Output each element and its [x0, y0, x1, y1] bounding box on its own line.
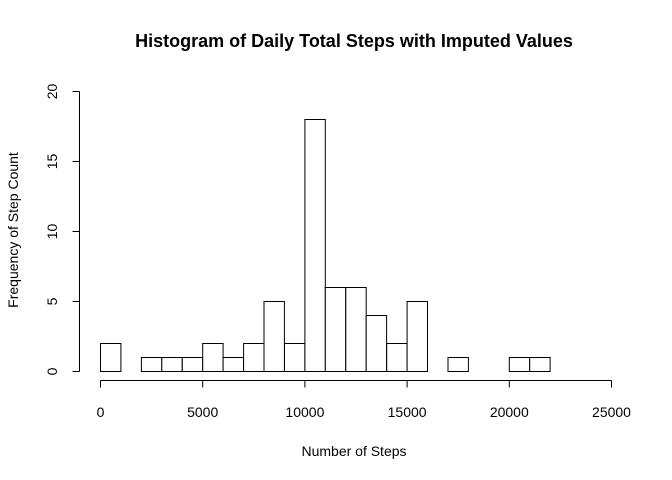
y-axis-label: Frequency of Step Count [5, 152, 21, 308]
histogram-bar [140, 357, 163, 372]
x-tick-label: 10000 [285, 404, 324, 420]
y-tick-label: 0 [44, 367, 60, 375]
x-tick-label: 25000 [592, 404, 631, 420]
histogram-bar [508, 357, 531, 372]
histogram-bar [345, 287, 367, 372]
histogram-bar [447, 357, 469, 372]
histogram-bar [222, 357, 245, 372]
histogram-bar [161, 357, 183, 372]
x-tick-label: 5000 [187, 404, 218, 420]
histogram-bar [386, 343, 408, 372]
y-tick-label: 10 [44, 224, 60, 240]
x-axis-label: Number of Steps [301, 443, 406, 459]
y-tick-label: 15 [44, 154, 60, 170]
chart-title: Histogram of Daily Total Steps with Impu… [135, 31, 573, 51]
histogram-bar [406, 301, 429, 372]
histogram-bar [324, 287, 347, 372]
histogram-bar [181, 357, 204, 372]
x-axis: 0 5000 10000 15000 20000 25000 [97, 380, 631, 420]
bars-group [100, 119, 551, 372]
x-tick-label: 15000 [388, 404, 427, 420]
histogram-bar [529, 357, 551, 372]
y-tick-label: 20 [44, 84, 60, 100]
y-axis: 0 5 10 15 20 [44, 84, 80, 375]
histogram-bar [202, 343, 224, 372]
histogram-bar [263, 301, 285, 372]
histogram-bar [243, 343, 265, 372]
histogram-bar [284, 343, 306, 372]
histogram-bar [304, 119, 326, 372]
x-tick-label: 20000 [490, 404, 529, 420]
x-tick-label: 0 [97, 404, 105, 420]
y-tick-label: 5 [44, 297, 60, 305]
histogram-bar [365, 315, 388, 372]
histogram-bar [100, 343, 122, 372]
